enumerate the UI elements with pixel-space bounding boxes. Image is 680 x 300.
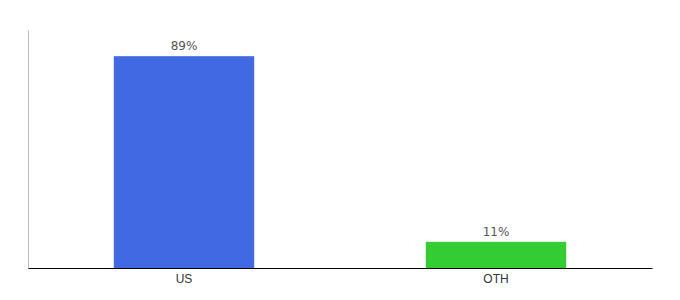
- bar: [114, 56, 254, 268]
- y-axis: [28, 31, 29, 269]
- x-tick: US: [176, 268, 193, 286]
- y-axis-line: [28, 31, 29, 269]
- bars: [114, 56, 566, 268]
- x-axis: US OTH: [29, 268, 653, 286]
- plot: US OTH 89% 11%: [29, 31, 653, 286]
- x-tick-label: OTH: [483, 272, 508, 286]
- x-tick: OTH: [483, 268, 508, 286]
- data-labels: 89% 11%: [171, 39, 510, 239]
- data-label: 89%: [171, 39, 198, 53]
- chart: US OTH 89% 11%: [0, 0, 680, 300]
- x-tick-label: US: [176, 272, 193, 286]
- bar: [426, 242, 566, 268]
- data-label: 11%: [483, 225, 510, 239]
- x-axis-line: [29, 268, 653, 269]
